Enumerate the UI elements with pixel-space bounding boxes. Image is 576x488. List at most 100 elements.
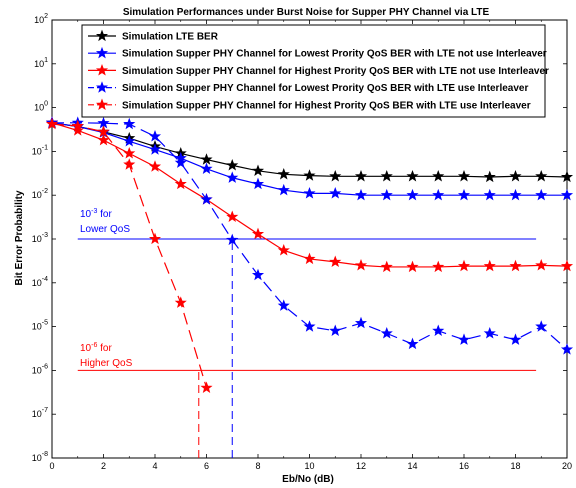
- series-4-marker: [560, 343, 574, 355]
- series-3-marker: [303, 252, 316, 265]
- series-1-marker: [535, 169, 548, 182]
- series-3-marker: [226, 210, 239, 223]
- legend-swatch-marker: [95, 29, 109, 42]
- legend-label: Simulation Supper PHY Channel for Highes…: [122, 100, 531, 111]
- series-2-marker: [200, 162, 213, 174]
- series-3-marker: [148, 160, 162, 172]
- series-3-marker: [97, 133, 110, 146]
- series-1-marker: [380, 169, 393, 182]
- series-3-marker: [329, 255, 342, 268]
- series-3-marker: [457, 259, 471, 272]
- y-tick-label: 10-4: [32, 276, 48, 288]
- series-1-marker: [509, 169, 522, 182]
- threshold-annotation-line1: 10-3 for: [80, 208, 112, 220]
- plot-area: 0 2 4 6 8 10 12 14 16 18 20 10-8 10-7 10-6 10-5 10-4 10-…: [32, 13, 574, 471]
- series-1-marker: [457, 169, 471, 182]
- series-4-marker: [251, 268, 265, 281]
- x-tick-label: 2: [101, 461, 106, 471]
- series-5-marker: [148, 232, 162, 245]
- series-2-marker: [251, 177, 265, 190]
- series-1-marker: [277, 167, 290, 180]
- series-2-marker: [483, 188, 496, 201]
- series-2-marker: [226, 171, 239, 183]
- series-2-marker: [406, 188, 419, 201]
- series-2-marker: [380, 188, 393, 201]
- x-tick-label: 8: [255, 461, 260, 471]
- chart-title: Simulation Performances under Burst Nois…: [123, 7, 490, 18]
- series-4-marker: [174, 156, 187, 168]
- x-tick-label: 16: [459, 461, 469, 471]
- series-3-marker: [509, 259, 522, 272]
- legend-swatch-marker: [95, 81, 109, 93]
- series-1-marker: [354, 169, 368, 182]
- series-1-marker: [200, 153, 213, 165]
- series-5-marker: [45, 117, 59, 130]
- threshold-annotation-line2: Lower QoS: [80, 224, 130, 235]
- series-4-marker: [354, 316, 368, 329]
- y-tick-label: 102: [34, 13, 48, 25]
- series-5-marker: [123, 158, 136, 170]
- series-3-marker: [123, 147, 136, 159]
- series-2-marker: [535, 188, 548, 201]
- series-4-marker: [380, 327, 393, 339]
- series-1-marker: [303, 169, 316, 181]
- series-3-marker: [380, 260, 393, 273]
- series-3-marker: [483, 259, 496, 272]
- x-tick-label: 4: [152, 461, 157, 471]
- series-1-marker: [251, 164, 265, 176]
- legend-label: Simulation Supper PHY Channel for Lowest…: [122, 49, 547, 60]
- series-1-marker: [226, 159, 239, 171]
- x-tick-label: 18: [510, 461, 520, 471]
- x-tick-label: 12: [356, 461, 366, 471]
- series-2-marker: [560, 188, 574, 201]
- y-tick-label: 100: [34, 101, 48, 113]
- threshold-annotation-line1: 10-6 for: [80, 342, 112, 354]
- series-1-marker: [329, 169, 342, 182]
- legend-swatch-marker: [95, 64, 109, 76]
- x-tick-label: 6: [204, 461, 209, 471]
- y-tick-label: 101: [34, 57, 48, 69]
- series-5-marker: [200, 381, 213, 393]
- series-2-marker: [457, 188, 471, 201]
- series-4-marker: [226, 233, 239, 246]
- y-tick-label: 10-8: [32, 451, 48, 463]
- y-tick-label: 10-1: [32, 144, 48, 156]
- x-tick-label: 10: [304, 461, 314, 471]
- legend-label: Simulation Supper PHY Channel for Lowest…: [122, 83, 528, 94]
- series-3-marker: [406, 260, 419, 273]
- legend-swatch-marker: [95, 98, 109, 110]
- series-4-marker: [406, 337, 419, 350]
- series-5-marker: [97, 125, 110, 137]
- y-tick-label: 10-6: [32, 363, 48, 375]
- series-2-marker: [509, 188, 522, 201]
- threshold-annotation-line2: Higher QoS: [80, 358, 133, 369]
- series-2-marker: [148, 143, 162, 155]
- series-4-marker: [329, 324, 342, 336]
- series-2-marker: [123, 134, 136, 147]
- series-1-marker: [483, 170, 496, 183]
- series-5-marker: [71, 119, 84, 132]
- series-4-marker: [123, 117, 136, 130]
- series-2-marker: [303, 187, 316, 199]
- series-4-marker: [483, 327, 496, 339]
- series-4-marker: [457, 333, 471, 345]
- y-tick-label: 10-7: [32, 407, 48, 419]
- series-4-marker: [535, 320, 548, 332]
- series-3-marker: [432, 260, 445, 273]
- series-4-marker: [148, 130, 162, 142]
- series-2-marker: [329, 187, 342, 199]
- x-tick-label: 20: [562, 461, 572, 471]
- series-4-marker: [277, 299, 290, 311]
- series-3-marker: [251, 227, 265, 240]
- x-axis-label: Eb/No (dB): [282, 474, 334, 485]
- series-2-marker: [354, 188, 368, 201]
- legend-label: Simulation LTE BER: [122, 32, 219, 43]
- series-4-marker: [432, 324, 445, 336]
- series-1-marker: [432, 169, 445, 182]
- x-tick-label: 0: [49, 461, 54, 471]
- y-tick-label: 10-5: [32, 320, 48, 332]
- x-tick-label: 14: [407, 461, 417, 471]
- legend-label: Simulation Supper PHY Channel for Highes…: [122, 66, 549, 77]
- series-3-marker: [535, 259, 548, 271]
